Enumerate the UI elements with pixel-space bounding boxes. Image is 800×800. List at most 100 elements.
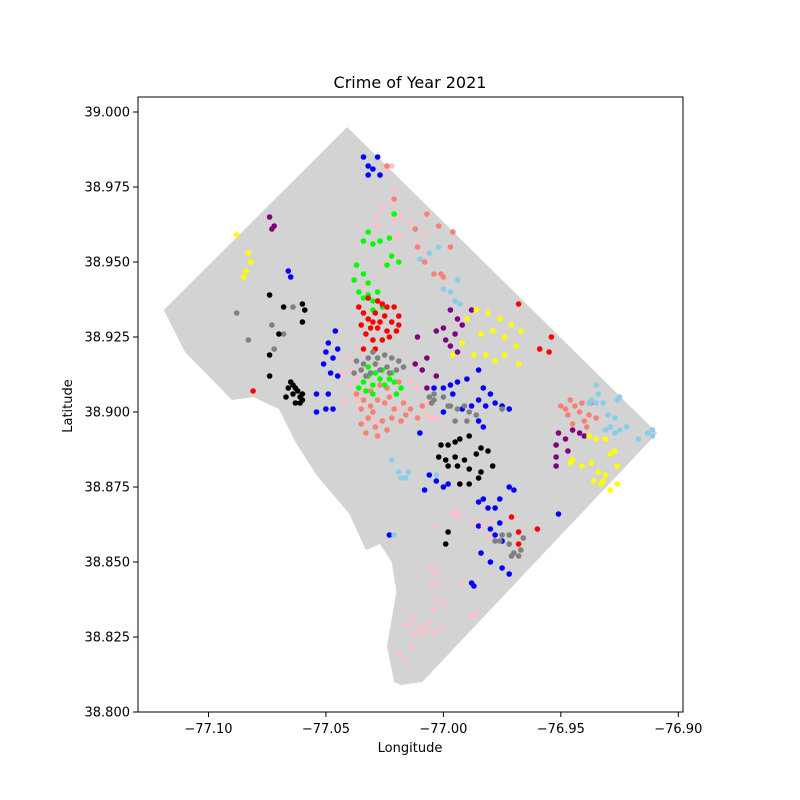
scatter-point xyxy=(487,559,494,565)
scatter-point xyxy=(414,385,421,391)
scatter-point xyxy=(358,322,365,328)
scatter-point xyxy=(353,262,360,268)
scatter-point xyxy=(391,532,397,538)
scatter-point xyxy=(360,346,367,352)
scatter-point xyxy=(576,409,583,415)
scatter-point xyxy=(353,358,360,364)
x-axis-label: Longitude xyxy=(378,741,443,756)
scatter-point xyxy=(450,391,456,397)
scatter-point xyxy=(431,607,437,613)
scatter-point xyxy=(266,292,273,298)
scatter-point xyxy=(450,352,456,358)
scatter-point xyxy=(358,406,365,412)
scatter-point xyxy=(386,334,393,340)
scatter-point xyxy=(445,481,451,487)
scatter-point xyxy=(250,388,256,394)
scatter-point xyxy=(508,553,515,559)
scatter-point xyxy=(374,223,381,229)
scatter-point xyxy=(365,172,372,178)
scatter-point xyxy=(442,541,449,547)
scatter-point xyxy=(391,379,397,385)
scatter-point xyxy=(607,487,613,493)
scatter-point xyxy=(372,361,379,367)
scatter-point xyxy=(555,430,562,436)
scatter-point xyxy=(374,298,381,304)
scatter-point xyxy=(358,367,365,373)
scatter-point xyxy=(386,394,393,400)
scatter-point xyxy=(426,619,433,625)
scatter-point xyxy=(396,379,402,385)
scatter-point xyxy=(428,565,435,571)
scatter-point xyxy=(360,238,367,244)
scatter-point xyxy=(391,187,397,193)
scatter-point xyxy=(506,532,512,538)
scatter-point xyxy=(292,400,299,406)
scatter-point xyxy=(374,154,381,160)
scatter-point xyxy=(440,325,447,331)
scatter-point xyxy=(353,391,360,397)
x-tick-label: −76.90 xyxy=(654,722,702,737)
scatter-point xyxy=(428,400,435,406)
scatter-point xyxy=(233,232,240,238)
scatter-point xyxy=(388,319,395,325)
scatter-point xyxy=(598,481,604,487)
scatter-point xyxy=(424,355,430,361)
scatter-point xyxy=(398,214,404,220)
scatter-point xyxy=(576,430,583,436)
scatter-point xyxy=(370,337,376,343)
scatter-point xyxy=(377,367,383,373)
scatter-point xyxy=(386,235,393,241)
scatter-point xyxy=(424,211,430,217)
scatter-point xyxy=(452,298,458,304)
scatter-point xyxy=(489,463,496,469)
scatter-point xyxy=(245,337,252,343)
scatter-point xyxy=(459,322,466,328)
scatter-point xyxy=(405,469,412,475)
scatter-point xyxy=(433,595,440,601)
scatter-point xyxy=(454,406,461,412)
scatter-point xyxy=(384,364,390,370)
scatter-point xyxy=(569,421,576,427)
scatter-point xyxy=(487,517,494,523)
scatter-point xyxy=(480,496,487,502)
scatter-point xyxy=(388,163,395,169)
scatter-point xyxy=(356,289,362,295)
scatter-point xyxy=(386,370,393,376)
scatter-point xyxy=(508,514,515,520)
scatter-point xyxy=(562,406,569,412)
x-tick-label: −76.95 xyxy=(537,722,585,737)
scatter-point xyxy=(579,400,585,406)
scatter-point xyxy=(363,388,369,394)
scatter-point xyxy=(506,484,512,490)
scatter-point xyxy=(450,511,456,517)
scatter-point xyxy=(452,439,458,445)
scatter-point xyxy=(426,250,433,256)
scatter-point xyxy=(391,196,397,202)
scatter-point xyxy=(452,418,458,424)
scatter-point xyxy=(614,463,620,469)
scatter-point xyxy=(398,385,404,391)
scatter-point xyxy=(616,394,623,400)
scatter-point xyxy=(506,406,512,412)
scatter-point xyxy=(518,547,524,553)
scatter-point xyxy=(595,469,602,475)
scatter-point xyxy=(266,352,273,358)
scatter-point xyxy=(365,316,372,322)
scatter-point xyxy=(497,520,503,526)
scatter-point xyxy=(440,601,447,607)
scatter-point xyxy=(290,304,296,310)
scatter-point xyxy=(440,286,447,292)
scatter-point xyxy=(365,355,372,361)
scatter-point xyxy=(583,424,590,430)
scatter-point xyxy=(492,532,498,538)
scatter-point xyxy=(433,571,440,577)
scatter-point xyxy=(457,514,463,520)
scatter-points xyxy=(233,154,656,664)
scatter-point xyxy=(245,250,252,256)
scatter-point xyxy=(325,391,332,397)
scatter-point xyxy=(365,229,372,235)
scatter-point xyxy=(471,583,477,589)
scatter-point xyxy=(269,322,275,328)
scatter-point xyxy=(424,412,430,418)
scatter-point xyxy=(445,529,451,535)
